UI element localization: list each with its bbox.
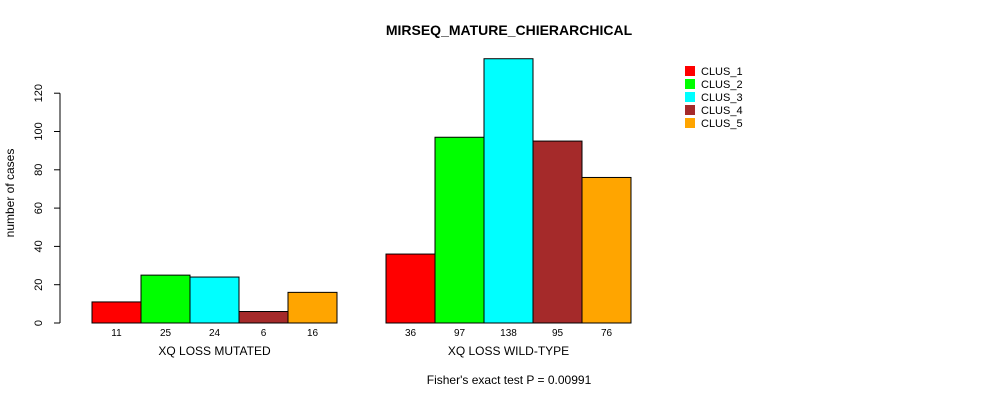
bar-value-label: 97 — [454, 328, 466, 339]
legend-swatch-clus_3 — [685, 92, 695, 102]
bar-group2-clus_3 — [483, 58, 534, 324]
legend-label: CLUS_4 — [701, 105, 743, 117]
bars — [91, 58, 632, 324]
legend-label: CLUS_2 — [701, 79, 743, 91]
legend-swatch-clus_4 — [685, 105, 695, 115]
y-tick-label: 0 — [33, 320, 45, 326]
bar-group1-clus_4 — [238, 311, 289, 324]
bar-group2-clus_5 — [581, 176, 632, 324]
y-axis-label: number of cases — [3, 149, 17, 238]
group-label: XQ LOSS MUTATED — [158, 344, 271, 358]
bar-group1-clus_3 — [189, 276, 240, 324]
bar-value-label: 95 — [552, 328, 564, 339]
fisher-test-footnote: Fisher's exact test P = 0.00991 — [427, 373, 592, 387]
bar-group1-clus_1 — [91, 301, 142, 324]
bar-group2-clus_4 — [532, 140, 583, 324]
y-tick-label: 20 — [33, 279, 45, 291]
bar-value-label: 76 — [601, 328, 613, 339]
y-tick-label: 40 — [33, 240, 45, 252]
bar-value-label: 24 — [209, 328, 221, 339]
bar-value-label: 11 — [111, 328, 122, 339]
bar-value-labels: 11 25 24 6 16 36 97 138 95 76 — [111, 328, 612, 339]
legend-label: CLUS_3 — [701, 92, 743, 104]
group-labels: XQ LOSS MUTATED XQ LOSS WILD-TYPE — [158, 344, 569, 358]
y-tick-label: 60 — [33, 202, 45, 214]
y-tick-label: 120 — [33, 84, 45, 102]
bar-value-label: 16 — [307, 328, 319, 339]
legend-label: CLUS_1 — [701, 66, 743, 78]
y-tick-label: 100 — [33, 122, 45, 140]
bar-group1-clus_5 — [287, 291, 338, 324]
legend-swatch-clus_2 — [685, 79, 695, 89]
bar-value-label: 36 — [405, 328, 417, 339]
legend-label: CLUS_5 — [701, 118, 743, 130]
legend-swatch-clus_5 — [685, 118, 695, 128]
bar-group2-clus_2 — [434, 136, 485, 324]
bar-group1-clus_2 — [140, 274, 191, 324]
bar-value-label: 138 — [500, 328, 517, 339]
bar-value-label: 6 — [261, 328, 267, 339]
bar-value-label: 25 — [160, 328, 172, 339]
bar-group2-clus_1 — [385, 253, 436, 324]
y-axis: 0 20 40 60 80 100 120 — [33, 84, 61, 326]
y-tick-label: 80 — [33, 164, 45, 176]
group-label: XQ LOSS WILD-TYPE — [448, 344, 569, 358]
legend-swatch-clus_1 — [685, 66, 695, 76]
chart-title: MIRSEQ_MATURE_CHIERARCHICAL — [386, 22, 633, 38]
